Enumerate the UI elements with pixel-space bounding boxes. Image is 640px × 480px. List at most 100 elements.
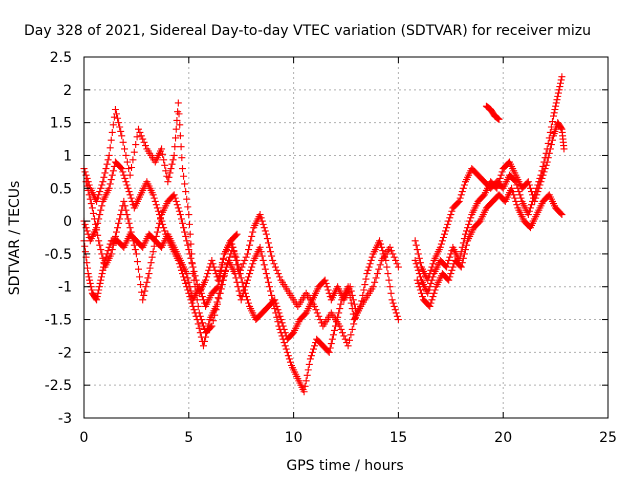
data-point-marker [496, 174, 504, 182]
data-point-marker [280, 339, 288, 347]
y-tick-label: 1.5 [50, 116, 72, 132]
data-point-marker [340, 332, 348, 340]
data-point-marker [337, 325, 345, 333]
data-point-marker [133, 133, 141, 141]
data-point-marker [540, 168, 548, 176]
data-point-marker [497, 171, 505, 179]
data-point-marker [123, 158, 131, 166]
data-point-marker [185, 220, 193, 228]
y-axis-label: SDTVAR / TECUs [7, 181, 23, 296]
data-point-marker [171, 194, 179, 202]
data-point-marker [495, 178, 503, 186]
data-point-marker [544, 154, 552, 162]
data-point-marker [154, 207, 162, 215]
data-point-marker [303, 371, 311, 379]
data-point-marker [242, 279, 250, 287]
data-point-marker [380, 250, 388, 258]
data-point-marker [358, 297, 366, 305]
data-point-marker [103, 160, 111, 168]
data-point-marker [527, 188, 535, 196]
data-point-marker [416, 273, 424, 281]
data-point-marker [190, 267, 198, 275]
data-point-marker [269, 256, 277, 264]
data-point-marker [144, 274, 152, 282]
data-point-marker [363, 270, 371, 278]
data-point-marker [129, 156, 137, 164]
data-point-marker [175, 110, 183, 118]
data-point-marker [305, 360, 313, 368]
data-point-marker [306, 355, 314, 363]
data-point-marker [97, 246, 105, 254]
data-point-marker [136, 273, 144, 281]
data-point-marker [546, 145, 554, 153]
data-point-marker [235, 287, 243, 295]
data-point-marker [263, 274, 271, 282]
data-point-marker [247, 237, 255, 245]
data-point-marker [446, 253, 454, 261]
data-point-marker [128, 232, 136, 240]
data-point-marker [556, 79, 564, 87]
data-point-marker [413, 246, 421, 254]
data-point-marker [117, 163, 125, 171]
data-point-marker [98, 270, 106, 278]
data-point-marker [258, 217, 266, 225]
data-point-marker [429, 273, 437, 281]
data-point-marker [439, 234, 447, 241]
data-point-marker [155, 219, 163, 227]
data-point-marker [176, 132, 184, 140]
data-point-marker [88, 286, 96, 294]
data-point-marker [111, 106, 119, 114]
data-point-marker [126, 224, 134, 232]
data-point-marker [179, 219, 187, 227]
data-point-marker [392, 309, 400, 317]
data-point-marker [265, 243, 273, 251]
data-point-marker [189, 263, 197, 271]
data-point-marker [245, 299, 253, 307]
data-point-marker [214, 283, 222, 291]
data-point-marker [548, 118, 556, 126]
data-point-marker [553, 96, 561, 104]
data-point-marker [139, 135, 147, 143]
data-point-marker [109, 121, 117, 129]
data-point-marker [179, 165, 187, 173]
data-point-marker [463, 227, 471, 235]
data-point-marker [204, 324, 212, 332]
data-point-marker [119, 168, 127, 176]
data-point-marker [464, 224, 472, 232]
data-point-marker [394, 316, 402, 324]
y-tick-label: 0 [63, 214, 72, 230]
data-point-marker [315, 312, 323, 320]
chart-title: Day 328 of 2021, Sidereal Day-to-day VTE… [24, 23, 591, 39]
data-point-marker [81, 220, 89, 228]
data-point-marker [441, 230, 449, 238]
data-point-marker [265, 283, 273, 291]
data-point-marker [186, 283, 194, 291]
data-point-marker [243, 276, 251, 284]
data-point-marker [554, 92, 562, 100]
data-point-marker [525, 181, 533, 189]
data-point-marker [122, 151, 130, 159]
data-point-marker [263, 235, 271, 243]
data-point-marker [249, 228, 257, 236]
data-point-marker [495, 115, 503, 123]
data-point-marker [125, 188, 133, 196]
data-point-marker [281, 342, 289, 350]
data-point-marker [174, 204, 182, 212]
data-point-marker [416, 259, 424, 267]
data-point-marker [524, 178, 532, 186]
data-point-marker [150, 242, 158, 250]
data-point-marker [413, 276, 421, 284]
data-point-marker [322, 279, 330, 287]
data-point-marker [447, 270, 455, 278]
data-point-marker [89, 209, 97, 217]
data-point-marker [104, 156, 112, 164]
data-point-marker [378, 243, 386, 251]
data-point-marker [203, 329, 211, 337]
data-point-marker [300, 388, 308, 396]
data-point-marker [106, 144, 114, 152]
data-point-marker [196, 329, 204, 337]
data-point-marker [220, 270, 228, 278]
data-point-marker [357, 302, 365, 310]
data-point-marker [344, 342, 352, 350]
